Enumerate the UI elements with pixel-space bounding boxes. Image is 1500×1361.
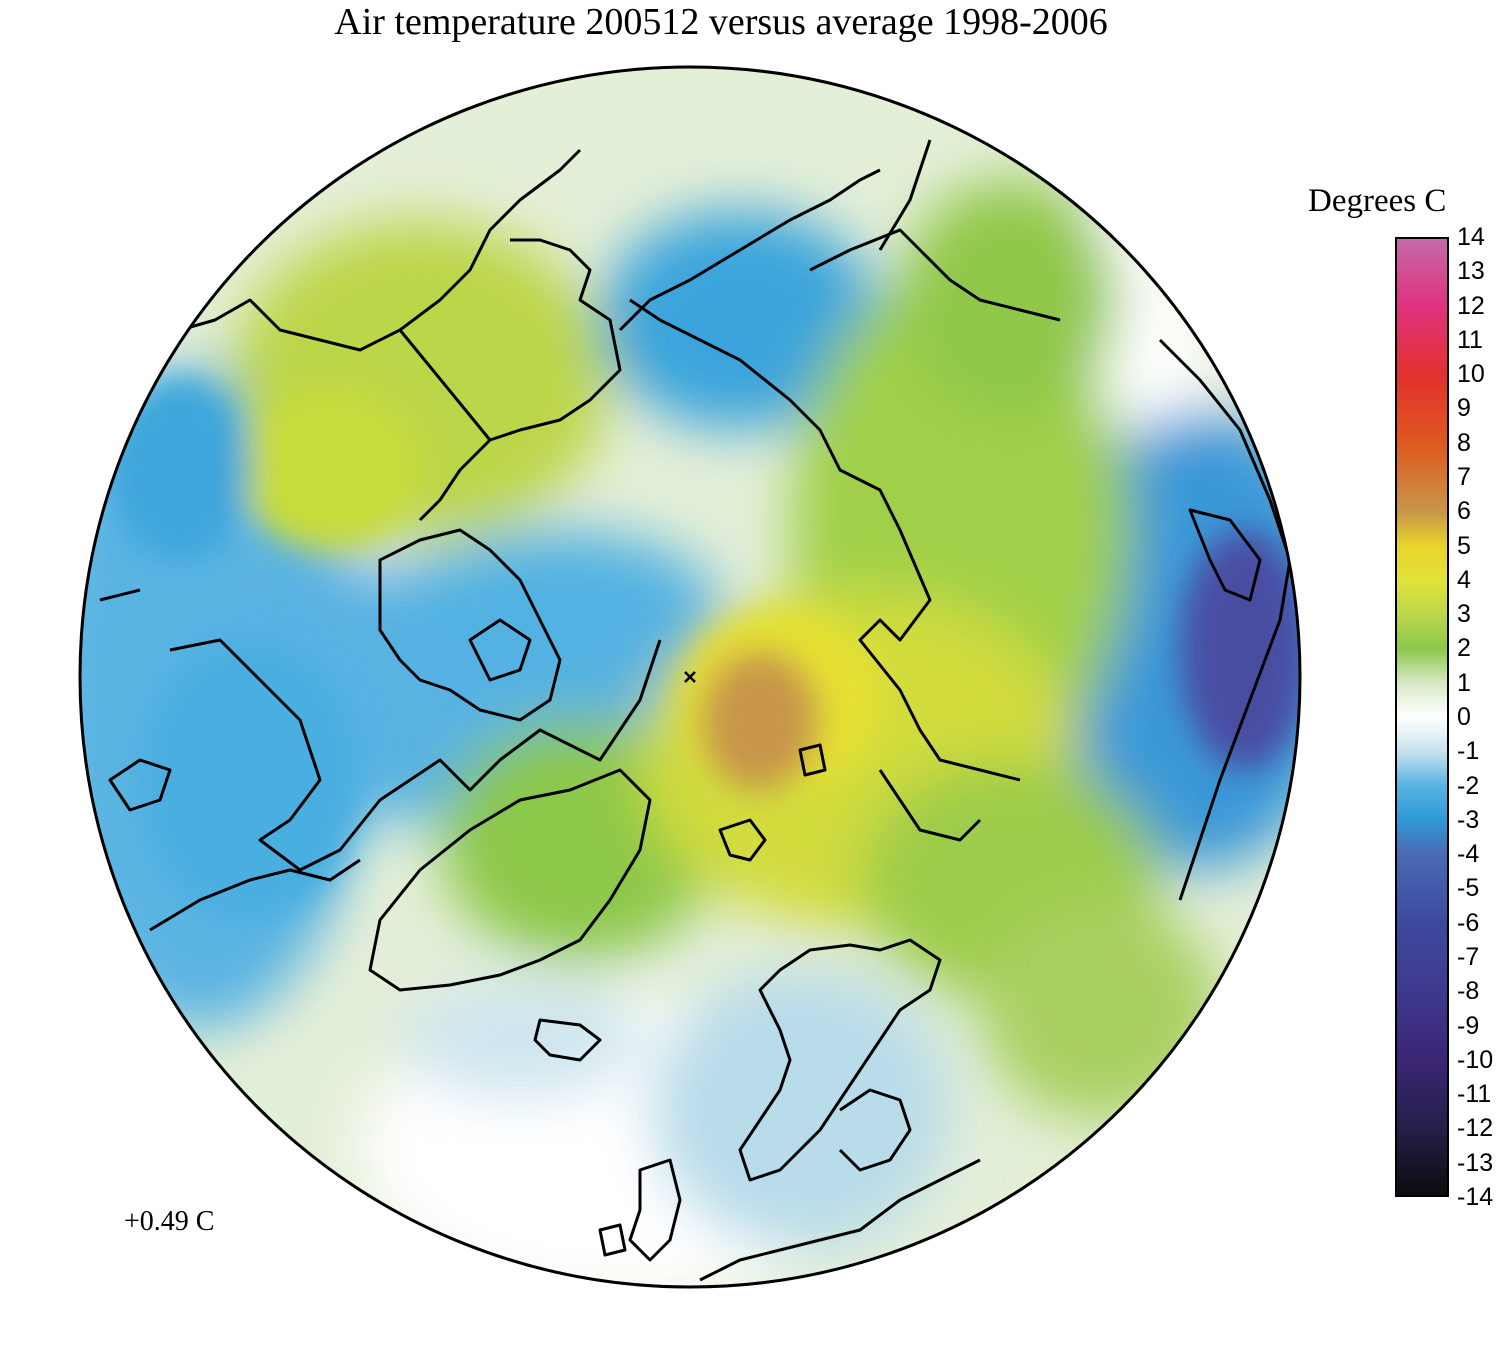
legend-tick: 10 <box>1457 360 1485 389</box>
legend-tick: -8 <box>1457 977 1480 1006</box>
anomaly-field <box>80 67 1300 1287</box>
canada-coast <box>99 588 662 932</box>
legend-tick: 13 <box>1457 257 1485 286</box>
legend-tick: -5 <box>1457 874 1480 903</box>
north-pole-marker <box>684 671 696 683</box>
color-scale-bar <box>1395 237 1449 1197</box>
british-isles <box>598 1158 682 1262</box>
map-title: Air temperature 200512 versus average 19… <box>334 1 1108 43</box>
baltic-coast <box>838 1088 912 1172</box>
hudson-bay <box>108 758 172 812</box>
iceland <box>533 1018 602 1062</box>
greenland-coast <box>368 768 652 992</box>
europe-coast <box>699 1158 981 1282</box>
legend-tick: 14 <box>1457 223 1485 251</box>
scandinavia-coast <box>738 938 942 1182</box>
siberia-coast <box>629 298 1021 842</box>
asia-border <box>878 139 932 251</box>
legend-tick: -9 <box>1457 1011 1480 1040</box>
legend-tick: 0 <box>1457 703 1471 731</box>
chukotka <box>618 168 1061 332</box>
legend-tick: 7 <box>1457 463 1471 491</box>
color-scale-ticks: 14 13 12 11 10 9 8 7 6 5 4 3 2 1 0 -1 -2 -3 -4 -5 -6 -7 -8 -9 -1… <box>1457 223 1500 1211</box>
legend-tick: 1 <box>1457 668 1471 697</box>
legend-tick: 6 <box>1457 497 1471 526</box>
mean-anomaly-label: +0.49 C <box>124 1206 215 1237</box>
legend-title: Degrees C <box>1308 183 1447 219</box>
legend-tick: -13 <box>1457 1148 1494 1177</box>
legend-tick: 5 <box>1457 531 1471 560</box>
legend-tick: -10 <box>1457 1045 1494 1074</box>
legend-tick: -6 <box>1457 908 1480 937</box>
legend-tick: -7 <box>1457 943 1480 971</box>
map-boundary <box>78 65 1302 1289</box>
legend-tick: 12 <box>1457 291 1485 320</box>
legend-tick: 9 <box>1457 394 1471 423</box>
legend-tick: -2 <box>1457 771 1480 800</box>
svalbard <box>718 743 827 862</box>
legend-tick: -11 <box>1457 1080 1492 1109</box>
coastlines <box>99 139 1292 1282</box>
kamchatka <box>1188 508 1262 602</box>
legend-tick: 8 <box>1457 428 1471 457</box>
east-asia-coast <box>1158 338 1292 901</box>
legend-tick: -12 <box>1457 1114 1494 1143</box>
legend-tick: 2 <box>1457 634 1471 663</box>
canadian-archipelago <box>378 528 562 722</box>
alaska-border <box>398 329 492 441</box>
legend-tick: 11 <box>1457 325 1483 354</box>
legend-tick: -14 <box>1457 1183 1494 1211</box>
legend-tick: -3 <box>1457 805 1480 834</box>
legend-tick: 3 <box>1457 600 1471 629</box>
legend-tick: -1 <box>1457 737 1480 766</box>
legend-tick: 4 <box>1457 565 1471 594</box>
legend-tick: -4 <box>1457 840 1480 869</box>
